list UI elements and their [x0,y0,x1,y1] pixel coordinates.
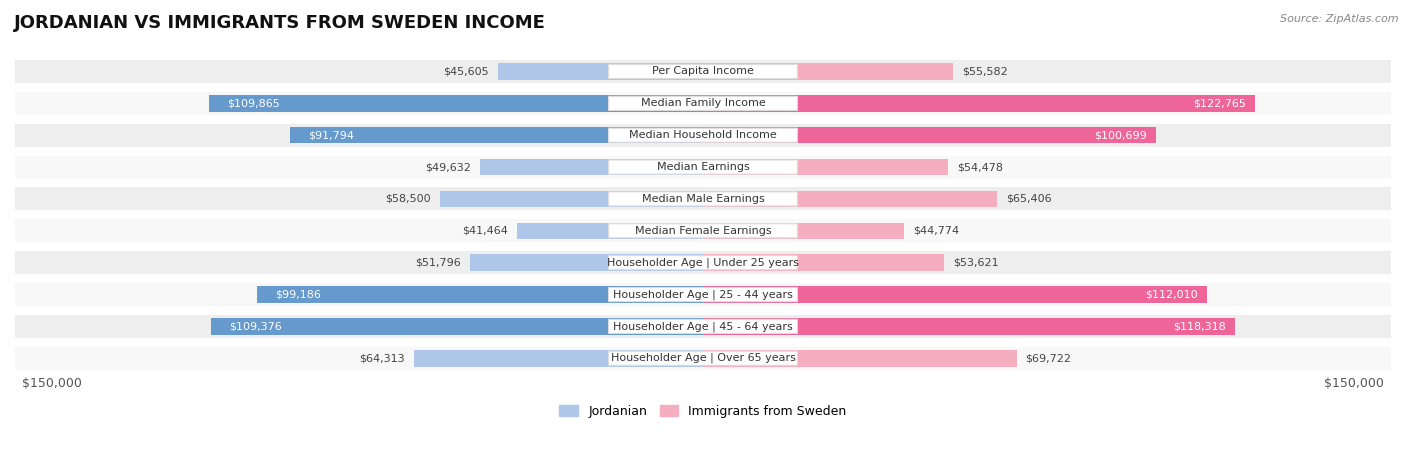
Bar [15,347,1391,370]
Bar [516,222,703,239]
Text: Householder Age | Under 25 years: Householder Age | Under 25 years [607,257,799,268]
Text: $64,313: $64,313 [359,353,405,363]
Bar [703,127,1156,143]
Text: $45,605: $45,605 [443,66,489,77]
Bar [703,286,1206,303]
FancyBboxPatch shape [609,192,797,206]
Text: $55,582: $55,582 [962,66,1008,77]
FancyBboxPatch shape [609,319,797,333]
Bar [211,318,703,335]
Text: Householder Age | Over 65 years: Householder Age | Over 65 years [610,353,796,363]
Text: Per Capita Income: Per Capita Income [652,66,754,77]
Bar [498,63,703,80]
Text: $65,406: $65,406 [1007,194,1052,204]
Text: $150,000: $150,000 [21,377,82,390]
Text: $54,478: $54,478 [957,162,1002,172]
Text: JORDANIAN VS IMMIGRANTS FROM SWEDEN INCOME: JORDANIAN VS IMMIGRANTS FROM SWEDEN INCO… [14,14,546,32]
Text: Median Female Earnings: Median Female Earnings [634,226,772,236]
Text: $41,464: $41,464 [461,226,508,236]
FancyBboxPatch shape [609,64,797,78]
Text: Median Male Earnings: Median Male Earnings [641,194,765,204]
Legend: Jordanian, Immigrants from Sweden: Jordanian, Immigrants from Sweden [554,400,852,423]
Text: Median Household Income: Median Household Income [628,130,778,140]
Bar [703,63,953,80]
Bar [470,255,703,271]
Text: $112,010: $112,010 [1144,290,1198,299]
Text: Householder Age | 25 - 44 years: Householder Age | 25 - 44 years [613,289,793,300]
Bar [703,318,1234,335]
Bar [209,95,703,112]
Bar [15,283,1391,306]
Bar [15,315,1391,338]
Text: $122,765: $122,765 [1194,99,1246,108]
Text: $100,699: $100,699 [1094,130,1147,140]
Bar [15,156,1391,178]
FancyBboxPatch shape [609,351,797,365]
FancyBboxPatch shape [609,96,797,110]
Text: $118,318: $118,318 [1173,321,1226,332]
Text: $51,796: $51,796 [415,258,461,268]
Bar [703,255,943,271]
Bar [15,187,1391,211]
Bar [703,159,948,175]
Text: Source: ZipAtlas.com: Source: ZipAtlas.com [1281,14,1399,24]
FancyBboxPatch shape [609,160,797,174]
FancyBboxPatch shape [609,224,797,238]
Bar [703,222,904,239]
Text: Median Earnings: Median Earnings [657,162,749,172]
Text: $49,632: $49,632 [425,162,471,172]
Bar [703,95,1256,112]
Text: $150,000: $150,000 [1324,377,1385,390]
Bar [703,191,997,207]
Text: Median Family Income: Median Family Income [641,99,765,108]
Text: $58,500: $58,500 [385,194,432,204]
Bar [479,159,703,175]
FancyBboxPatch shape [609,255,797,270]
Text: $109,376: $109,376 [229,321,281,332]
Bar [15,251,1391,274]
Text: $109,865: $109,865 [226,99,280,108]
Text: $91,794: $91,794 [308,130,354,140]
Bar [440,191,703,207]
Bar [15,219,1391,242]
Bar [15,124,1391,147]
Bar [703,350,1017,367]
Text: Householder Age | 45 - 64 years: Householder Age | 45 - 64 years [613,321,793,332]
FancyBboxPatch shape [609,288,797,302]
Bar [15,60,1391,83]
Bar [413,350,703,367]
Bar [257,286,703,303]
Bar [15,92,1391,115]
Text: $99,186: $99,186 [276,290,321,299]
FancyBboxPatch shape [609,128,797,142]
Text: $44,774: $44,774 [914,226,959,236]
Text: $69,722: $69,722 [1025,353,1071,363]
Text: $53,621: $53,621 [953,258,998,268]
Bar [290,127,703,143]
